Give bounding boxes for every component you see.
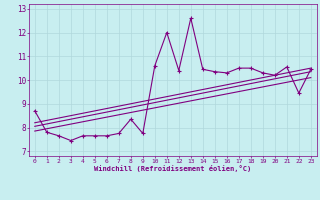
X-axis label: Windchill (Refroidissement éolien,°C): Windchill (Refroidissement éolien,°C) [94,165,252,172]
